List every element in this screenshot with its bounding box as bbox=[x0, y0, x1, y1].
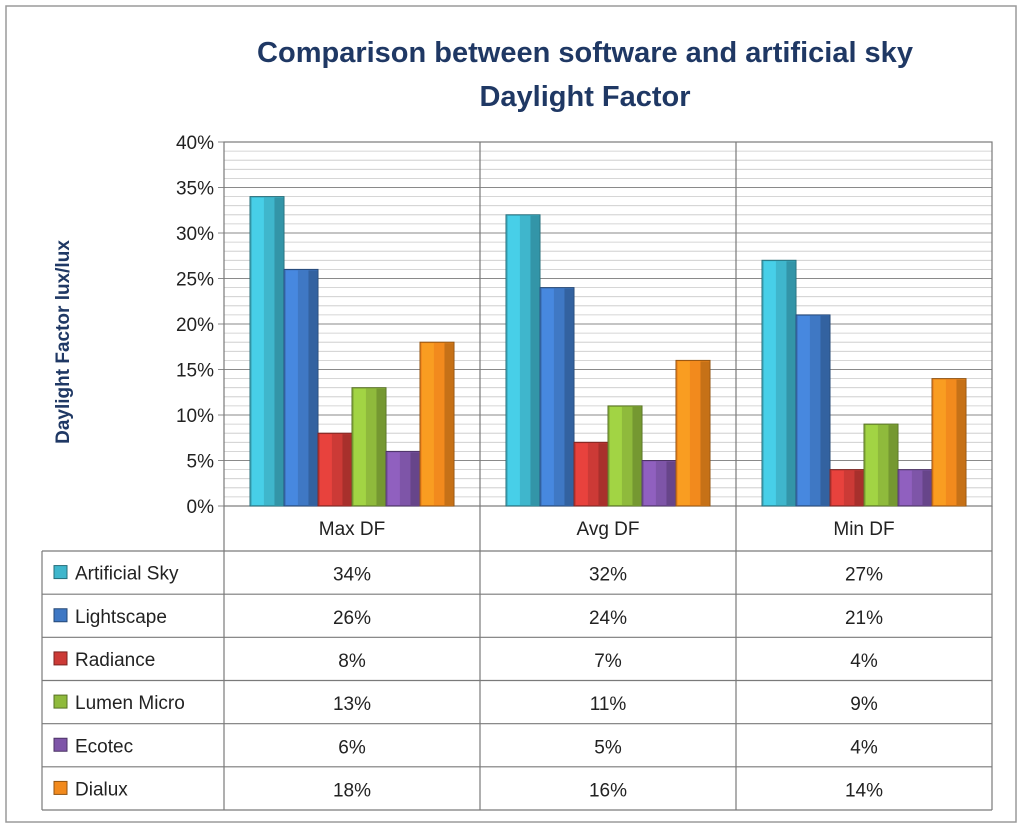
legend-label: Artificial Sky bbox=[75, 564, 179, 585]
bar-lightscape-max-df bbox=[283, 268, 319, 507]
bar-artificial-sky-max-df bbox=[249, 196, 285, 507]
bar-radiance-max-df bbox=[317, 432, 353, 507]
table-value-label: 14% bbox=[845, 780, 883, 801]
bar-dialux-avg-df bbox=[675, 359, 711, 507]
legend-key-artificial-sky bbox=[53, 565, 68, 580]
legend-label: Lumen Micro bbox=[75, 693, 185, 714]
table-value-label: 4% bbox=[850, 737, 878, 758]
bar-lumen-micro-min-df bbox=[863, 423, 899, 507]
legend-key-radiance bbox=[53, 651, 68, 666]
legend-label: Radiance bbox=[75, 650, 155, 671]
x-category-label: Avg DF bbox=[576, 519, 639, 540]
y-tick-label: 0% bbox=[187, 497, 215, 518]
bar-lumen-micro-max-df bbox=[351, 387, 387, 507]
y-tick-label: 15% bbox=[176, 361, 214, 382]
chart-title: Comparison between software and artifici… bbox=[257, 37, 913, 69]
x-category-label: Max DF bbox=[319, 519, 386, 540]
y-axis-label: Daylight Factor lux/lux bbox=[53, 240, 74, 444]
bar-lumen-micro-avg-df bbox=[607, 405, 643, 507]
y-axis-ticks: 0% 5% 10% 15% 20% 25% 30% 35% 40% bbox=[176, 133, 214, 518]
y-tick-label: 5% bbox=[187, 452, 215, 473]
y-tick-label: 10% bbox=[176, 406, 214, 427]
chart-subtitle: Daylight Factor bbox=[479, 81, 690, 113]
bar-ecotec-min-df bbox=[897, 469, 933, 507]
bar-radiance-avg-df bbox=[573, 441, 609, 507]
table-value-label: 18% bbox=[333, 780, 371, 801]
table-value-label: 9% bbox=[850, 694, 878, 715]
legend-label: Lightscape bbox=[75, 607, 167, 628]
y-tick-label: 35% bbox=[176, 179, 214, 200]
legend-key-ecotec bbox=[53, 737, 68, 752]
bar-dialux-max-df bbox=[419, 341, 455, 507]
bar-artificial-sky-avg-df bbox=[505, 214, 541, 507]
table-value-label: 4% bbox=[850, 651, 878, 672]
bar-ecotec-avg-df bbox=[641, 460, 677, 507]
bar-dialux-min-df bbox=[931, 378, 967, 507]
y-tick-label: 40% bbox=[176, 133, 214, 154]
legend-label: Dialux bbox=[75, 779, 128, 800]
table-value-label: 6% bbox=[338, 737, 366, 758]
table-value-label: 5% bbox=[594, 737, 622, 758]
table-value-label: 24% bbox=[589, 608, 627, 629]
table-value-label: 16% bbox=[589, 780, 627, 801]
table-value-label: 8% bbox=[338, 651, 366, 672]
table-value-label: 11% bbox=[590, 694, 627, 715]
legend-key-dialux bbox=[53, 780, 68, 795]
table-value-label: 26% bbox=[333, 608, 371, 629]
y-tick-label: 30% bbox=[176, 224, 214, 245]
table-value-label: 13% bbox=[333, 694, 371, 715]
y-tick-label: 20% bbox=[176, 315, 214, 336]
bars bbox=[249, 196, 967, 507]
table-value-label: 27% bbox=[845, 565, 883, 586]
table-value-label: 34% bbox=[333, 565, 371, 586]
bar-ecotec-max-df bbox=[385, 450, 421, 507]
bar-artificial-sky-min-df bbox=[761, 259, 797, 507]
data-table: Max DF Avg DF Min DF Artificial Sky 34% 32% 27… bbox=[41, 506, 993, 811]
y-tick-label: 25% bbox=[176, 270, 214, 291]
table-value-label: 21% bbox=[845, 608, 883, 629]
bar-lightscape-min-df bbox=[795, 314, 831, 507]
table-value-label: 7% bbox=[594, 651, 622, 672]
table-value-label: 32% bbox=[589, 565, 627, 586]
bar-radiance-min-df bbox=[829, 469, 865, 507]
legend-key-lightscape bbox=[53, 608, 68, 623]
legend-key-lumen-micro bbox=[53, 694, 68, 709]
legend-label: Ecotec bbox=[75, 736, 133, 757]
x-category-label: Min DF bbox=[833, 519, 894, 540]
bar-lightscape-avg-df bbox=[539, 287, 575, 507]
